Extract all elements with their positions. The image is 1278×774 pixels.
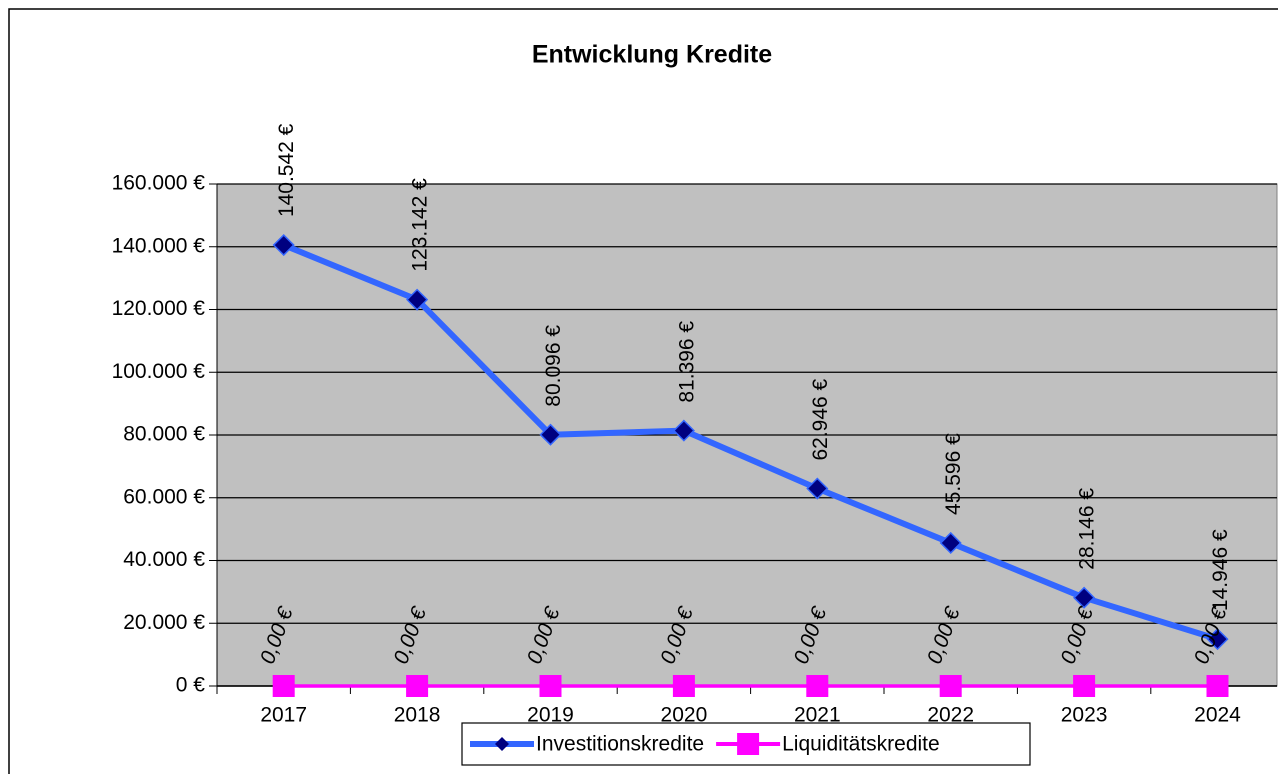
marker	[272, 233, 295, 257]
marker	[806, 675, 829, 697]
data-label: 14.946 €	[1209, 529, 1232, 611]
marker	[939, 531, 962, 555]
data-label: 62.946 €	[809, 378, 832, 460]
y-tick-label: 40.000 €	[123, 548, 205, 571]
marker	[1206, 675, 1229, 697]
marker	[939, 675, 962, 697]
y-tick-label: 100.000 €	[112, 360, 206, 383]
data-label: 80.096 €	[542, 325, 565, 407]
y-tick-label: 140.000 €	[112, 234, 206, 257]
legend-marker	[737, 733, 760, 755]
x-tick-label: 2017	[260, 704, 307, 727]
marker	[539, 675, 562, 697]
marker	[1073, 675, 1096, 697]
legend-label: Investitionskredite	[536, 733, 704, 756]
marker	[806, 477, 829, 500]
x-tick-label: 2022	[927, 704, 974, 727]
x-tick-label: 2019	[527, 704, 574, 727]
data-label: 81.396 €	[675, 321, 698, 403]
marker	[272, 675, 295, 697]
data-label: 140.542 €	[275, 123, 298, 217]
data-label: 28.146 €	[1076, 488, 1099, 570]
y-tick-label: 60.000 €	[123, 485, 205, 508]
y-tick-label: 0 €	[176, 674, 206, 697]
y-tick-label: 120.000 €	[112, 297, 206, 320]
series-line	[282, 242, 1219, 642]
marker	[406, 288, 429, 311]
marker	[672, 419, 695, 442]
x-tick-label: 2023	[1061, 704, 1108, 727]
chart-title: Entwicklung Kredite	[532, 41, 772, 69]
marker	[539, 423, 562, 446]
marker	[406, 675, 429, 697]
legend-label: Liquiditätskredite	[782, 733, 940, 756]
marker	[1206, 628, 1229, 651]
data-label: 123.142 €	[409, 178, 432, 272]
marker	[1073, 586, 1096, 609]
x-tick-label: 2021	[794, 704, 841, 727]
y-tick-label: 80.000 €	[123, 423, 205, 446]
x-tick-label: 2018	[394, 704, 441, 727]
data-label: 45.596 €	[942, 433, 965, 515]
x-tick-label: 2020	[661, 704, 708, 727]
legend-marker	[495, 737, 509, 751]
legend: Investitionskredite Liquiditätskredite	[461, 722, 1031, 766]
y-tick-label: 160.000 €	[112, 172, 206, 195]
marker	[672, 675, 695, 697]
y-tick-label: 20.000 €	[123, 611, 205, 634]
x-tick-label: 2024	[1194, 704, 1241, 727]
